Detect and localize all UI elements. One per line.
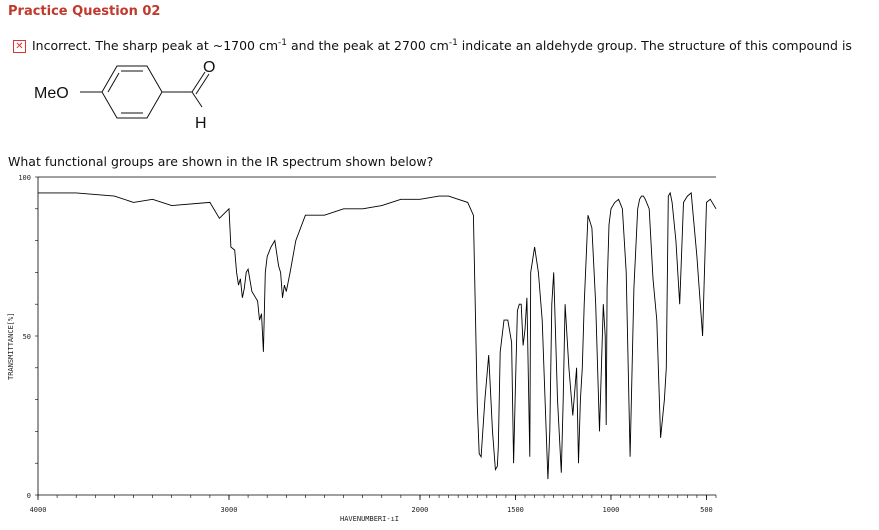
y-tick-label: 0: [27, 492, 31, 500]
carbonyl-bond-a: [191, 71, 206, 93]
ir-spectrum-chart: 4000 3000 2000 1500 1000 500 0 50 100 HAVENUMBER…: [7, 174, 717, 523]
feedback-part1: Incorrect. The sharp peak at ~1700 cm: [32, 38, 279, 54]
x-tick-label: 4000: [30, 506, 47, 514]
x-tick-label: 3000: [221, 506, 238, 514]
x-tick-label: 1500: [507, 506, 524, 514]
page-title: Practice Question 02: [8, 4, 161, 19]
oxygen-label: O: [203, 59, 215, 76]
y-axis-label: TRANSMITTANCE[%]: [7, 313, 15, 380]
feedback-message: ✕ Incorrect. The sharp peak at ~1700 cm-…: [13, 38, 852, 53]
ring-double-bond-3: [107, 72, 120, 93]
y-tick-label: 50: [23, 333, 31, 341]
benzene-ring: [101, 65, 163, 119]
incorrect-x-icon: ✕: [13, 40, 26, 53]
aldehyde-h-bond: [191, 91, 203, 108]
substituent-label: MeO: [34, 85, 69, 102]
x-tick-label: 1000: [603, 506, 620, 514]
hydrogen-label: H: [195, 115, 207, 132]
y-tick-label: 100: [18, 174, 31, 182]
feedback-sup1: -1: [278, 38, 288, 48]
x-tick-label: 2000: [412, 506, 429, 514]
feedback-part3: indicate an aldehyde group. The structur…: [457, 38, 852, 54]
x-tick-label: 500: [700, 506, 713, 514]
series-line-transmittance: [38, 191, 717, 480]
feedback-part2: and the peak at 2700 cm: [287, 38, 449, 54]
chemical-structure: MeO O H: [34, 59, 215, 132]
carbonyl-bond-b: [195, 73, 210, 95]
x-axis-label: HAVENUMBERI-ıI: [340, 515, 399, 523]
feedback-sup2: -1: [448, 38, 458, 48]
question-text: What functional groups are shown in the …: [8, 154, 434, 169]
feedback-text: Incorrect. The sharp peak at ~1700 cm-1 …: [32, 38, 852, 53]
